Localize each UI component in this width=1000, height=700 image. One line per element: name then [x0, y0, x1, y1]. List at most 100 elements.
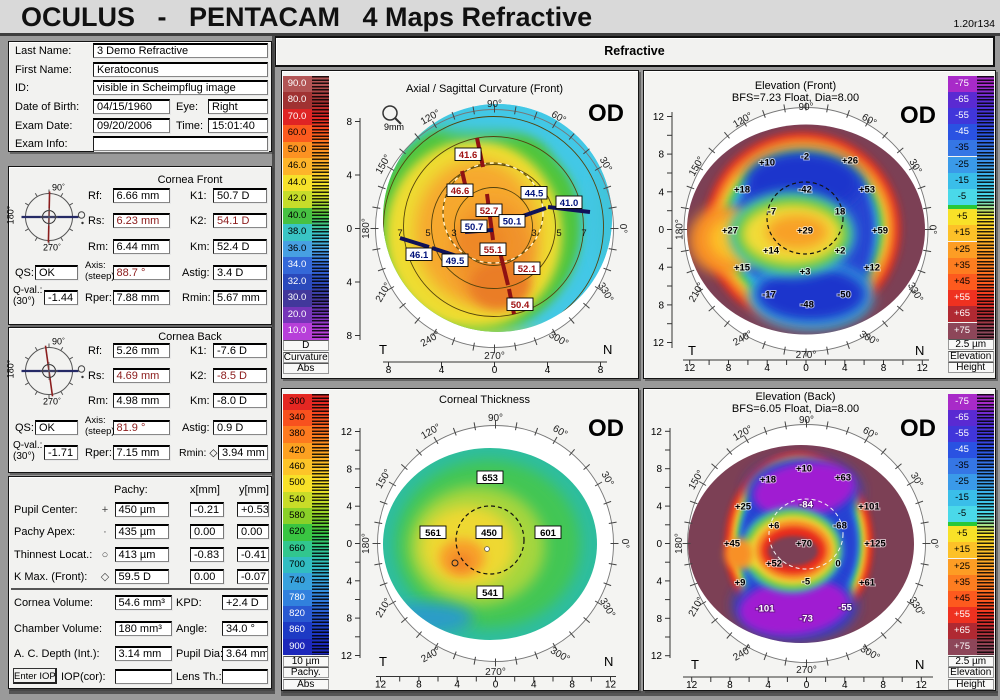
- svg-text:-84: -84: [799, 500, 813, 511]
- svg-text:0°: 0°: [926, 225, 937, 235]
- svg-text:-101: -101: [755, 604, 775, 615]
- svg-text:+70: +70: [796, 539, 812, 550]
- svg-text:8: 8: [346, 117, 352, 128]
- svg-text:-2: -2: [801, 152, 809, 163]
- svg-text:90°: 90°: [487, 99, 502, 110]
- svg-text:90°: 90°: [799, 415, 814, 426]
- svg-text:-48: -48: [800, 300, 814, 311]
- svg-text:-73: -73: [799, 614, 813, 625]
- svg-text:7: 7: [581, 228, 586, 239]
- svg-text:N: N: [603, 342, 612, 357]
- svg-text:90°: 90°: [52, 337, 65, 347]
- svg-text:8: 8: [727, 680, 733, 691]
- svg-text:+52: +52: [766, 559, 782, 570]
- svg-text:4: 4: [656, 576, 662, 587]
- svg-text:3: 3: [451, 228, 456, 239]
- svg-text:330°: 330°: [597, 596, 617, 619]
- svg-text:300°: 300°: [547, 330, 570, 350]
- svg-text:8: 8: [658, 300, 664, 311]
- svg-text:0: 0: [346, 539, 352, 550]
- svg-text:0: 0: [804, 680, 810, 691]
- svg-text:-5: -5: [802, 577, 811, 588]
- svg-text:41.6: 41.6: [459, 150, 478, 161]
- svg-text:12: 12: [375, 680, 387, 691]
- svg-text:180°: 180°: [675, 219, 686, 240]
- svg-text:T: T: [379, 654, 387, 669]
- svg-text:90°: 90°: [488, 413, 503, 424]
- svg-text:4: 4: [454, 680, 460, 691]
- svg-text:-7: -7: [768, 207, 776, 218]
- svg-text:0: 0: [346, 224, 352, 235]
- svg-text:+25: +25: [735, 502, 752, 513]
- svg-text:210°: 210°: [374, 596, 394, 619]
- svg-text:T: T: [379, 342, 387, 357]
- svg-text:180°: 180°: [361, 533, 372, 554]
- svg-text:0: 0: [492, 365, 498, 376]
- svg-text:4: 4: [346, 576, 352, 587]
- svg-text:+18: +18: [760, 475, 776, 486]
- svg-text:0: 0: [803, 363, 809, 374]
- svg-text:+10: +10: [759, 158, 775, 169]
- svg-text:8: 8: [656, 614, 662, 625]
- svg-text:+10: +10: [796, 464, 812, 475]
- svg-text:270°: 270°: [796, 350, 817, 361]
- svg-text:3: 3: [531, 228, 536, 239]
- svg-text:8: 8: [416, 680, 422, 691]
- svg-text:+3: +3: [800, 267, 811, 278]
- svg-text:60°: 60°: [551, 423, 570, 440]
- svg-text:+101: +101: [858, 502, 880, 513]
- svg-text:4: 4: [346, 171, 352, 182]
- svg-text:+61: +61: [859, 578, 876, 589]
- svg-text:+12: +12: [864, 263, 880, 274]
- svg-text:12: 12: [341, 427, 353, 438]
- svg-text:8: 8: [386, 365, 392, 376]
- svg-text:180°: 180°: [5, 205, 15, 224]
- svg-text:561: 561: [425, 528, 442, 539]
- svg-text:+59: +59: [872, 226, 888, 237]
- svg-text:0°: 0°: [617, 224, 628, 234]
- svg-text:-42: -42: [798, 185, 812, 196]
- svg-text:4: 4: [346, 502, 352, 513]
- svg-text:+53: +53: [859, 185, 875, 196]
- svg-text:7: 7: [397, 228, 402, 239]
- svg-text:541: 541: [482, 588, 499, 599]
- svg-text:330°: 330°: [906, 595, 926, 618]
- svg-text:8: 8: [346, 464, 352, 475]
- svg-text:12: 12: [605, 680, 617, 691]
- svg-text:0: 0: [835, 559, 840, 570]
- svg-text:601: 601: [540, 528, 557, 539]
- svg-text:-68: -68: [833, 521, 847, 532]
- svg-text:270°: 270°: [43, 397, 61, 407]
- svg-text:270°: 270°: [43, 243, 61, 253]
- svg-text:12: 12: [917, 363, 929, 374]
- svg-text:55.1: 55.1: [484, 245, 503, 256]
- svg-text:12: 12: [686, 680, 698, 691]
- svg-text:4: 4: [842, 680, 848, 691]
- svg-text:+14: +14: [763, 246, 780, 257]
- svg-text:18: 18: [835, 207, 846, 218]
- svg-text:4: 4: [346, 278, 352, 289]
- svg-text:-17: -17: [762, 290, 776, 301]
- svg-text:46.6: 46.6: [451, 186, 470, 197]
- svg-text:4: 4: [842, 363, 848, 374]
- svg-text:+63: +63: [835, 473, 851, 484]
- svg-text:8: 8: [346, 331, 352, 342]
- svg-text:N: N: [915, 657, 924, 672]
- svg-text:180°: 180°: [5, 359, 15, 378]
- svg-text:0°: 0°: [928, 539, 939, 549]
- svg-text:+9: +9: [735, 578, 746, 589]
- svg-text:T: T: [691, 657, 699, 672]
- svg-text:4: 4: [658, 187, 664, 198]
- svg-text:+2: +2: [835, 246, 846, 257]
- svg-text:300°: 300°: [548, 645, 571, 665]
- svg-text:+6: +6: [769, 521, 780, 532]
- svg-text:4: 4: [656, 502, 662, 513]
- svg-text:50.4: 50.4: [511, 300, 530, 311]
- svg-text:30°: 30°: [599, 470, 616, 489]
- svg-text:46.1: 46.1: [410, 250, 429, 261]
- svg-text:-50: -50: [837, 290, 851, 301]
- svg-text:0: 0: [656, 539, 662, 550]
- svg-text:150°: 150°: [374, 467, 394, 490]
- svg-text:120°: 120°: [419, 422, 442, 442]
- svg-text:300°: 300°: [857, 329, 880, 349]
